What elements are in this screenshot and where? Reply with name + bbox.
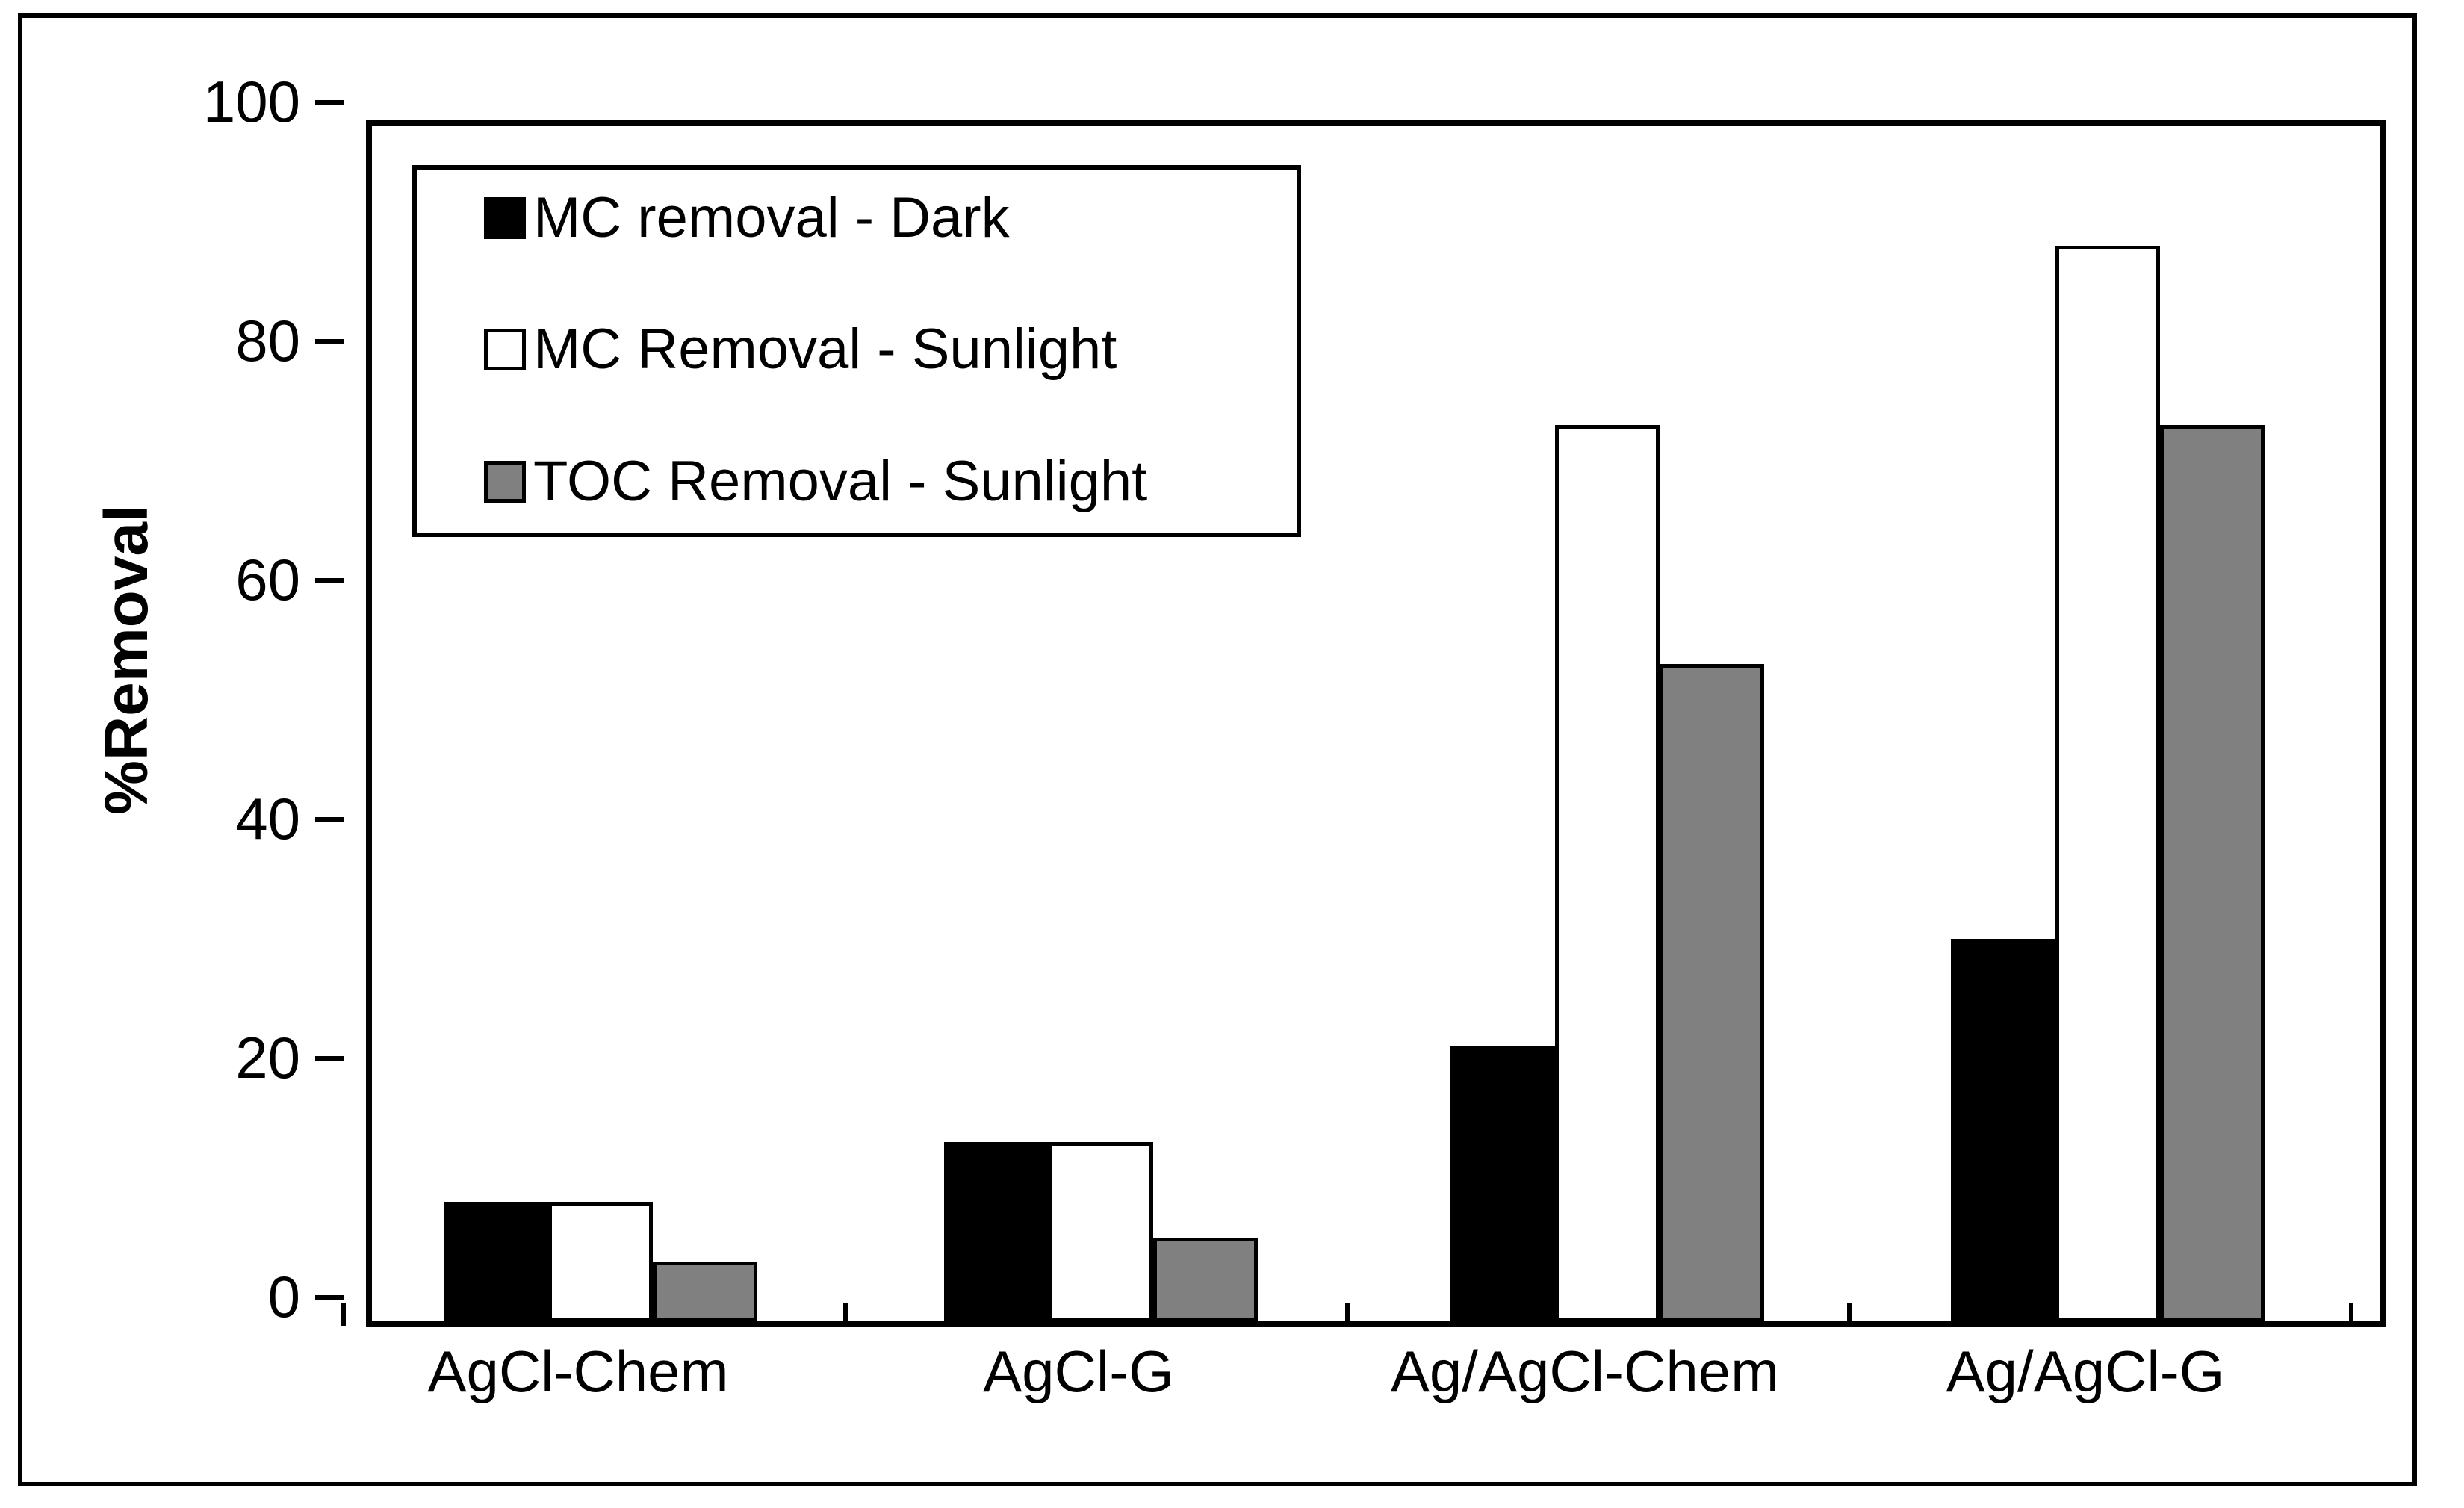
y-tick-label: 40 bbox=[235, 786, 300, 851]
figure-border: %Removal 0 20 40 60 80 100 AgCl-Chem AgCl-G Ag/A… bbox=[18, 13, 2417, 1486]
bar-toc-sunlight bbox=[653, 1262, 757, 1321]
y-axis-tick bbox=[315, 817, 344, 822]
plot-area bbox=[366, 120, 2386, 1327]
bar-mc-sunlight bbox=[1049, 1142, 1153, 1321]
legend-item: MC removal - Dark bbox=[484, 188, 1010, 248]
legend-item: TOC Removal - Sunlight bbox=[484, 452, 1147, 512]
legend-item: MC Removal - Sunlight bbox=[484, 320, 1117, 379]
y-tick-label: 20 bbox=[235, 1025, 300, 1090]
bar-mc-sunlight bbox=[2055, 246, 2160, 1321]
legend-label: MC Removal - Sunlight bbox=[533, 317, 1117, 381]
bar-mc-sunlight bbox=[1555, 425, 1660, 1321]
y-axis-tick bbox=[315, 578, 344, 583]
y-tick-label: 80 bbox=[235, 308, 300, 373]
x-axis-tick bbox=[1345, 1303, 1350, 1326]
y-axis-tick bbox=[315, 100, 344, 105]
category-label: Ag/AgCl-Chem bbox=[1390, 1338, 1780, 1404]
bar-dark bbox=[1951, 939, 2055, 1321]
bar-toc-sunlight bbox=[1153, 1238, 1258, 1321]
y-axis-tick bbox=[315, 1056, 344, 1061]
legend-label: MC removal - Dark bbox=[533, 186, 1010, 249]
bar-dark bbox=[444, 1202, 548, 1321]
category-label: AgCl-Chem bbox=[427, 1338, 729, 1404]
bar-dark bbox=[944, 1142, 1049, 1321]
legend-swatch-icon bbox=[484, 329, 526, 370]
y-tick-label: 60 bbox=[235, 547, 300, 612]
bar-toc-sunlight bbox=[1660, 664, 1764, 1321]
y-axis-tick bbox=[315, 339, 344, 344]
x-axis-tick bbox=[1847, 1303, 1852, 1326]
legend-label: TOC Removal - Sunlight bbox=[533, 450, 1148, 513]
y-tick-label: 100 bbox=[202, 69, 300, 134]
x-axis-tick bbox=[341, 1303, 346, 1326]
bar-toc-sunlight bbox=[2160, 425, 2265, 1321]
legend-swatch-icon bbox=[484, 461, 526, 503]
legend-swatch-icon bbox=[484, 197, 526, 239]
category-label: AgCl-G bbox=[983, 1338, 1174, 1404]
y-axis-tick bbox=[315, 1295, 344, 1300]
x-axis-tick bbox=[2349, 1303, 2353, 1326]
x-axis-tick bbox=[843, 1303, 848, 1326]
legend: MC removal - Dark MC Removal - Sunlight TO… bbox=[412, 165, 1301, 537]
category-label: Ag/AgCl-G bbox=[1946, 1338, 2225, 1404]
bar-mc-sunlight bbox=[548, 1202, 653, 1321]
y-tick-label: 0 bbox=[267, 1264, 300, 1329]
bar-dark bbox=[1450, 1046, 1555, 1321]
axes-decorations: 0 20 40 60 80 100 AgCl-Chem AgCl-G Ag/AgCl-Chem A… bbox=[22, 18, 2412, 1482]
